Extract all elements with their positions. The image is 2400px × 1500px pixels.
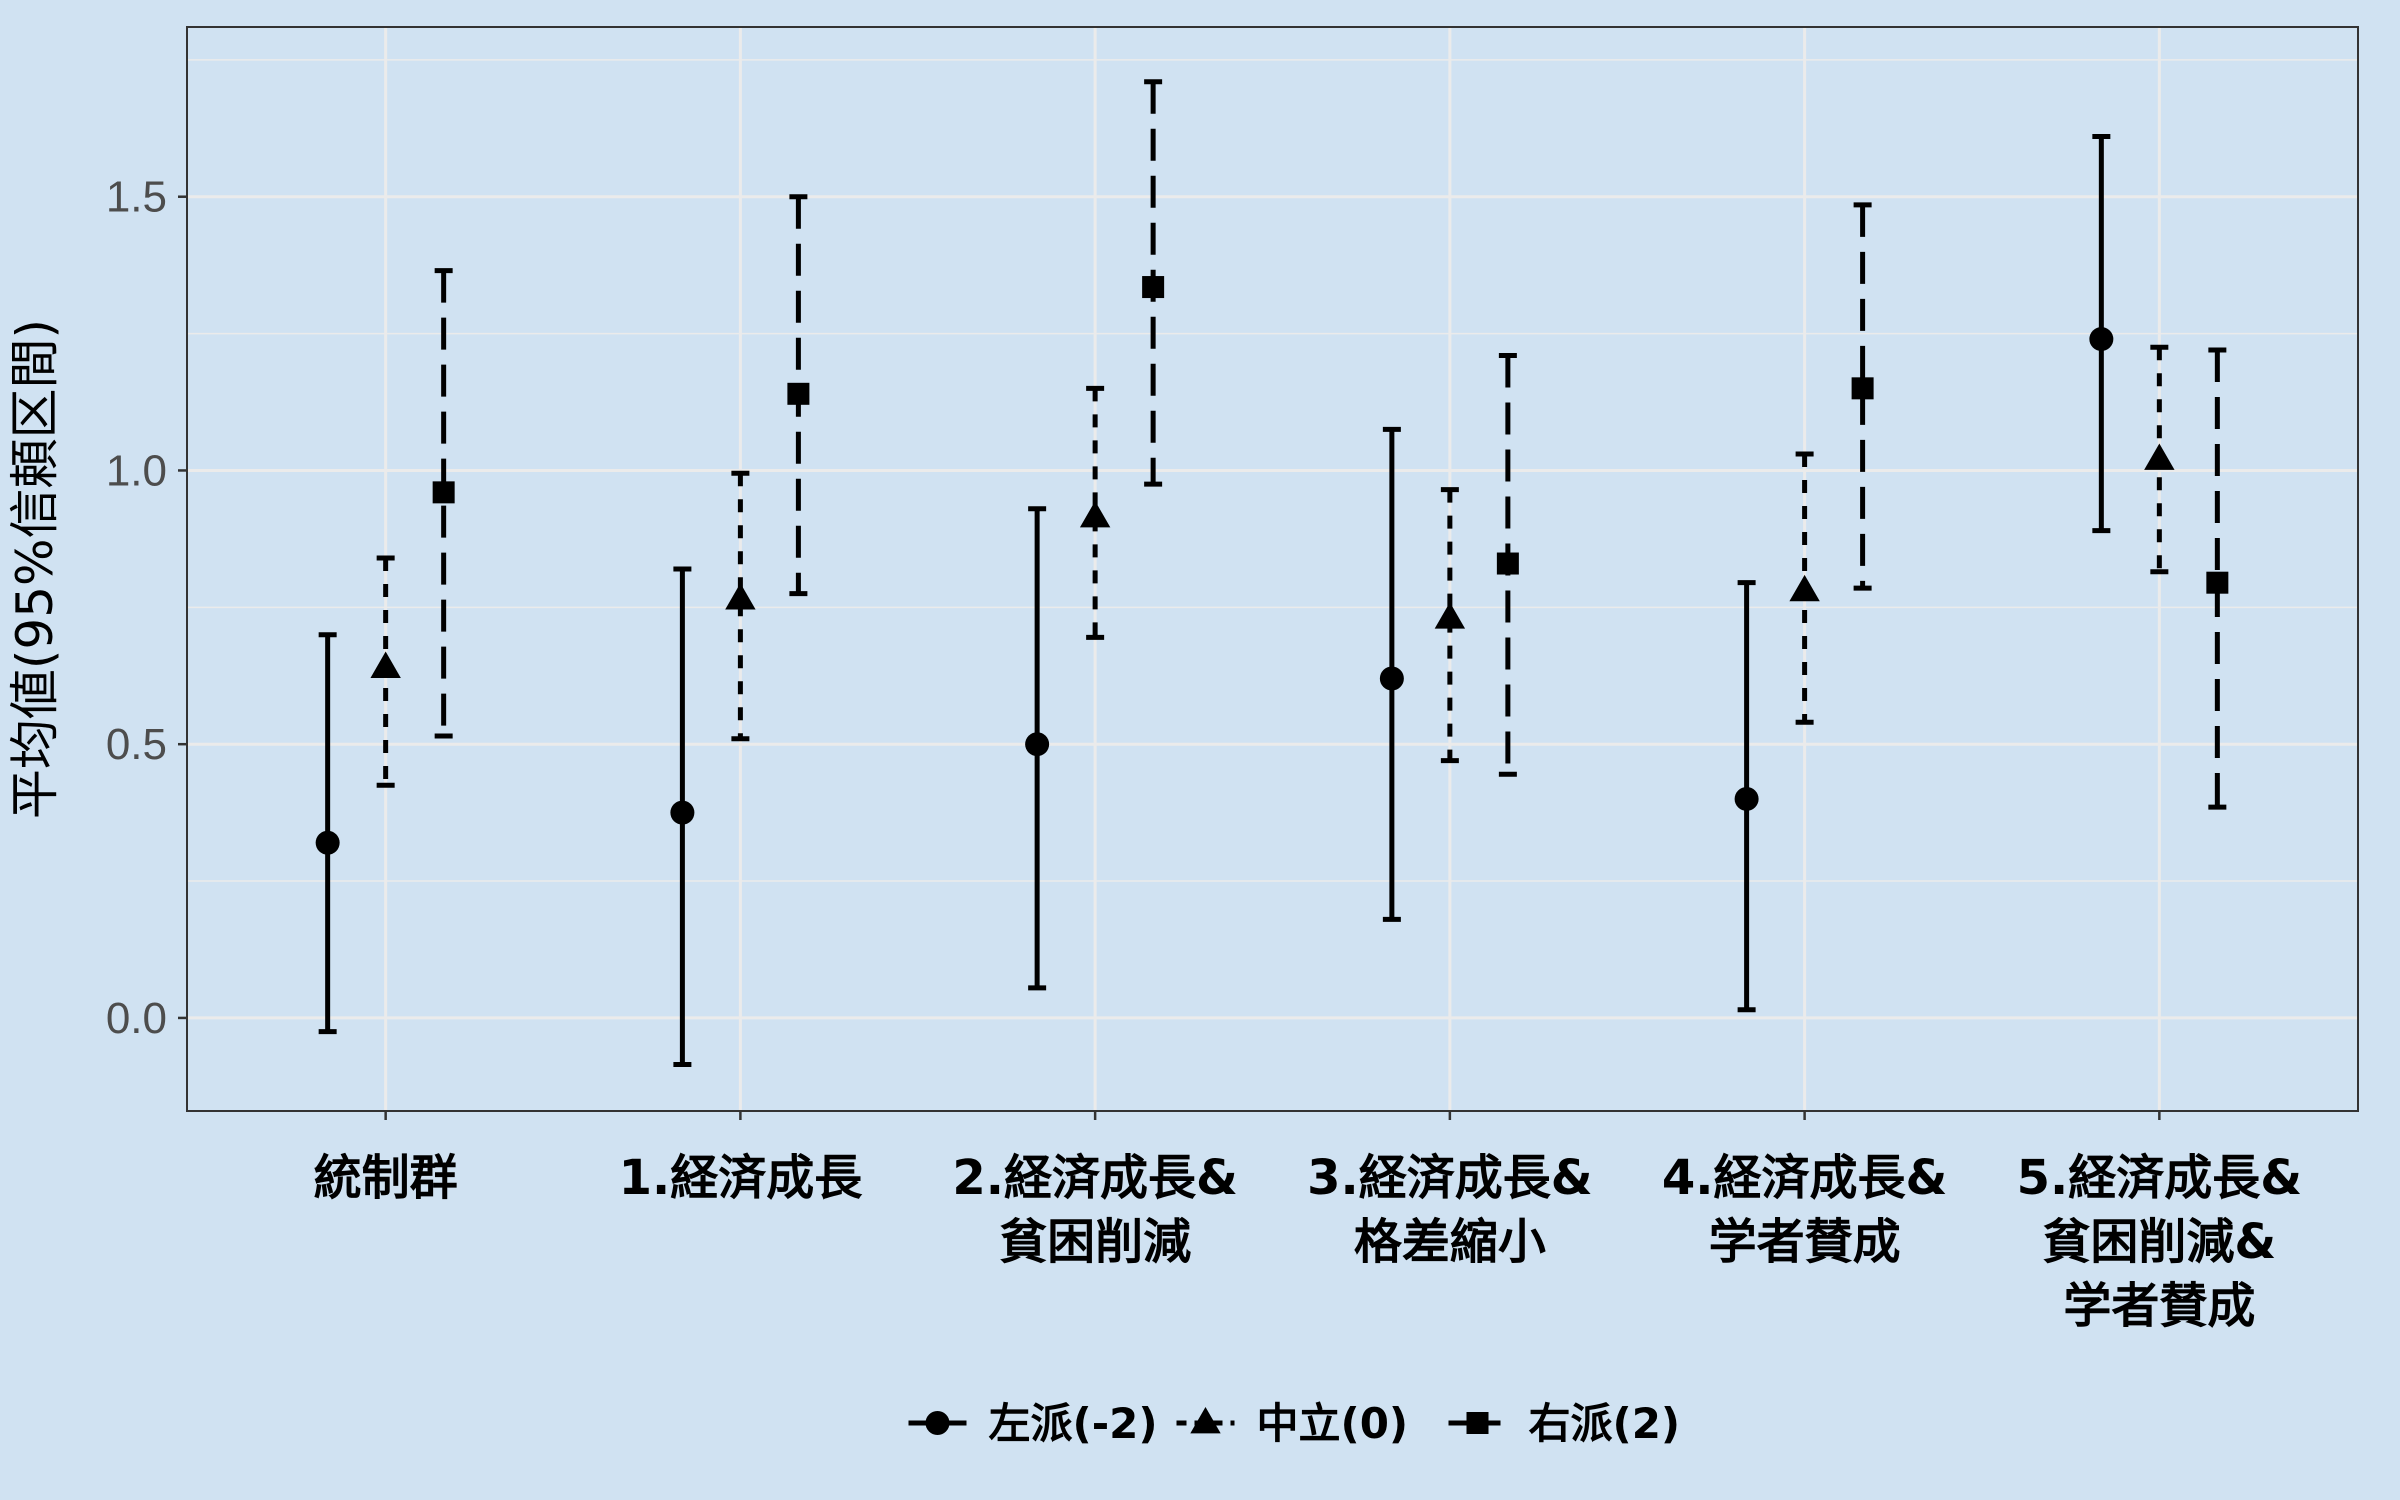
data-point	[787, 382, 810, 405]
y-tick-label: 0.5	[106, 720, 167, 769]
data-point	[2144, 443, 2175, 470]
y-tick-label: 1.5	[106, 173, 167, 222]
series-triangle	[370, 344, 2175, 788]
series-circle	[315, 133, 2114, 1067]
data-point	[1789, 574, 1820, 602]
data-point	[2089, 327, 2114, 352]
legend-key-marker	[1190, 1407, 1221, 1434]
data-point	[1734, 786, 1759, 811]
legend-key-marker	[1466, 1412, 1489, 1434]
x-tick-label: 1.経済成長	[619, 1150, 864, 1206]
x-tick-label: 統制群	[314, 1150, 458, 1206]
data-point	[1379, 666, 1404, 691]
data-point	[725, 583, 756, 610]
data-point	[432, 481, 455, 504]
legend-item[interactable]: 中立(0)	[1176, 1399, 1409, 1448]
grid	[187, 27, 2358, 1111]
series-square	[432, 79, 2229, 810]
x-tick-label: 5.経済成長&貧困削減&学者賛成	[2017, 1150, 2303, 1334]
legend-key-marker	[925, 1411, 950, 1435]
data-point	[670, 800, 695, 825]
plot-marks	[315, 79, 2229, 1067]
data-point	[315, 830, 340, 855]
x-tick-label: 2.経済成長&貧困削減	[952, 1150, 1238, 1270]
x-tick-label: 3.経済成長&格差縮小	[1307, 1150, 1593, 1270]
legend[interactable]: 左派(-2) 中立(0) 右派(2)	[908, 1399, 1681, 1448]
data-point	[2206, 571, 2229, 594]
data-point	[1079, 500, 1111, 528]
axes: 0.0 0.5 1.0 1.5 統制群 1.経済成長 2.経済成長&貧困削減 3.経済成長&格…	[106, 173, 2302, 1334]
y-tick-label: 0.0	[106, 994, 167, 1043]
data-point	[1434, 602, 1466, 629]
data-point	[370, 651, 401, 678]
legend-item[interactable]: 左派(-2)	[908, 1399, 1158, 1448]
data-point	[1496, 552, 1519, 575]
plot-panel-border	[186, 26, 2359, 1112]
y-axis-label: 平均値(95%信頼区間)	[6, 319, 64, 819]
x-tick-label: 4.経済成長&学者賛成	[1662, 1150, 1948, 1270]
data-point	[1851, 377, 1874, 400]
legend-item[interactable]: 右派(2)	[1448, 1399, 1681, 1448]
y-tick-label: 1.0	[106, 446, 167, 495]
legend-label: 右派(2)	[1529, 1399, 1681, 1448]
legend-label: 中立(0)	[1257, 1399, 1409, 1448]
data-point	[1025, 732, 1050, 757]
data-point	[1142, 276, 1165, 299]
legend-label: 左派(-2)	[989, 1399, 1158, 1448]
